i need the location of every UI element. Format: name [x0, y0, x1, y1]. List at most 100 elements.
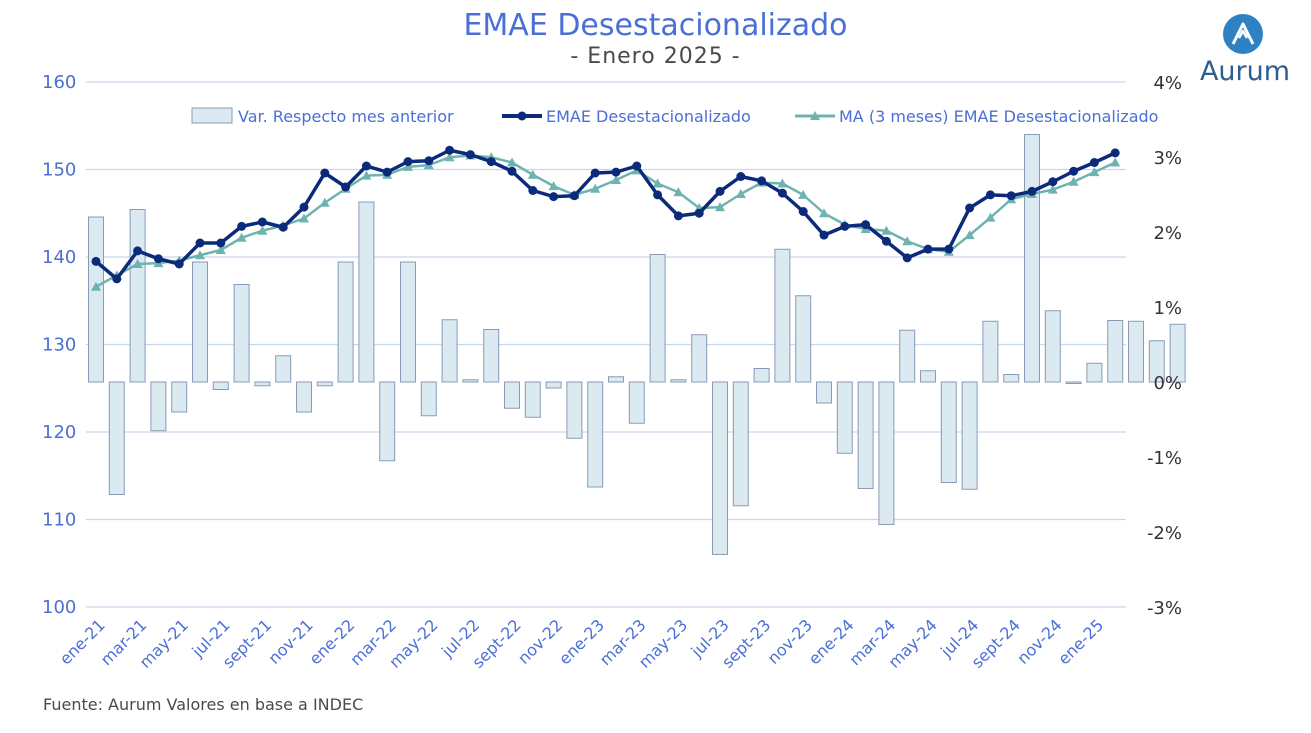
bar — [628, 381, 645, 424]
bar — [524, 381, 541, 418]
emae-point — [486, 157, 496, 167]
emae-point — [133, 246, 143, 256]
emae-point — [195, 238, 205, 248]
emae-point — [278, 222, 288, 232]
y-tick-right: 2% — [1153, 223, 1182, 244]
bar — [1003, 374, 1020, 383]
bar — [836, 381, 853, 454]
y-tick-right: 3% — [1153, 148, 1182, 169]
bar — [108, 381, 125, 495]
emae-point — [1089, 158, 1099, 167]
emae-point — [445, 145, 455, 155]
x-tick-label: nov-22 — [514, 615, 566, 667]
y-tick-right: -3% — [1147, 598, 1182, 619]
bar — [899, 329, 916, 383]
emae-point — [1027, 186, 1037, 196]
y-tick-right: 4% — [1153, 73, 1182, 94]
emae-point — [507, 166, 517, 176]
emae-point — [403, 157, 413, 167]
legend-label-ma: MA (3 meses) EMAE Desestacionalizado — [839, 107, 1158, 126]
ma-point — [735, 189, 746, 198]
y-tick-left: 120 — [42, 422, 76, 443]
bar — [462, 379, 479, 383]
legend-label-emae: EMAE Desestacionalizado — [546, 107, 751, 126]
bar — [233, 284, 250, 383]
emae-point — [549, 192, 559, 202]
ma-point — [444, 152, 455, 162]
bar — [1065, 381, 1082, 384]
chart-title: EMAE Desestacionalizado — [463, 8, 848, 43]
emae-point — [694, 208, 704, 218]
ma-point — [236, 232, 247, 242]
emae-point — [341, 182, 351, 192]
bar — [483, 329, 500, 383]
emae-point — [736, 172, 746, 181]
source-note: Fuente: Aurum Valores en base a INDEC — [43, 695, 364, 714]
emae-point — [985, 190, 995, 200]
bar — [774, 248, 791, 383]
emae-point — [465, 150, 475, 160]
legend: Var. Respecto mes anterior EMAE Desestac… — [191, 107, 1158, 126]
ma-point — [798, 189, 809, 199]
bar — [275, 355, 292, 383]
bar — [795, 295, 812, 383]
emae-point — [1048, 177, 1058, 187]
x-tick-label: ene-25 — [1054, 615, 1107, 668]
emae-point — [861, 220, 871, 230]
bar — [192, 261, 208, 383]
bar — [1148, 340, 1165, 383]
emae-point — [590, 168, 600, 178]
emae-point — [944, 244, 954, 254]
emae-point — [528, 186, 538, 195]
y-tick-left: 160 — [42, 72, 76, 93]
emae-point — [299, 202, 309, 212]
emae-point — [153, 254, 163, 264]
ma-point — [257, 225, 268, 235]
bar — [691, 334, 708, 383]
logo-text: Aurum — [1199, 56, 1291, 87]
aurum-logo-icon — [1223, 14, 1263, 54]
ma-point — [652, 178, 663, 188]
emae-point — [257, 217, 267, 227]
ma-point — [195, 250, 205, 260]
ma-point — [527, 169, 538, 179]
y-tick-left: 100 — [42, 597, 76, 618]
x-tick-label: nov-23 — [764, 615, 816, 667]
bar — [566, 381, 583, 439]
ma-point — [611, 175, 621, 184]
bar — [1107, 320, 1124, 383]
gridlines — [86, 81, 1126, 608]
bar — [545, 381, 562, 389]
emae-point — [881, 236, 891, 246]
emae-point — [174, 259, 184, 269]
legend-label-bars: Var. Respecto mes anterior — [238, 107, 454, 126]
bar — [1128, 320, 1144, 383]
emae-point — [673, 211, 683, 221]
y-axis-left: 100 110 120 130 140 150 160 — [42, 72, 76, 618]
bar — [337, 261, 354, 383]
bar — [712, 381, 728, 555]
y-tick-right: -1% — [1147, 448, 1182, 469]
bar — [171, 381, 188, 413]
bar — [150, 381, 167, 432]
bar — [587, 381, 604, 488]
legend-marker-ma — [810, 111, 820, 120]
emae-point — [757, 176, 767, 186]
emae-point — [777, 188, 787, 198]
emae-point — [1006, 191, 1016, 201]
emae-point — [424, 156, 434, 166]
bar — [940, 381, 957, 483]
y-tick-left: 130 — [42, 335, 76, 356]
bar — [816, 381, 832, 404]
bar — [608, 376, 624, 383]
ma-point — [881, 225, 892, 235]
x-tick-label: nov-24 — [1013, 615, 1065, 667]
aurum-logo: Aurum — [1190, 12, 1300, 87]
ma-point — [215, 245, 226, 254]
bar — [1044, 310, 1061, 383]
emae-point — [798, 207, 808, 216]
emae-point — [382, 167, 392, 177]
ma-point — [319, 197, 330, 207]
ma-point — [964, 230, 975, 240]
bar — [400, 261, 416, 383]
